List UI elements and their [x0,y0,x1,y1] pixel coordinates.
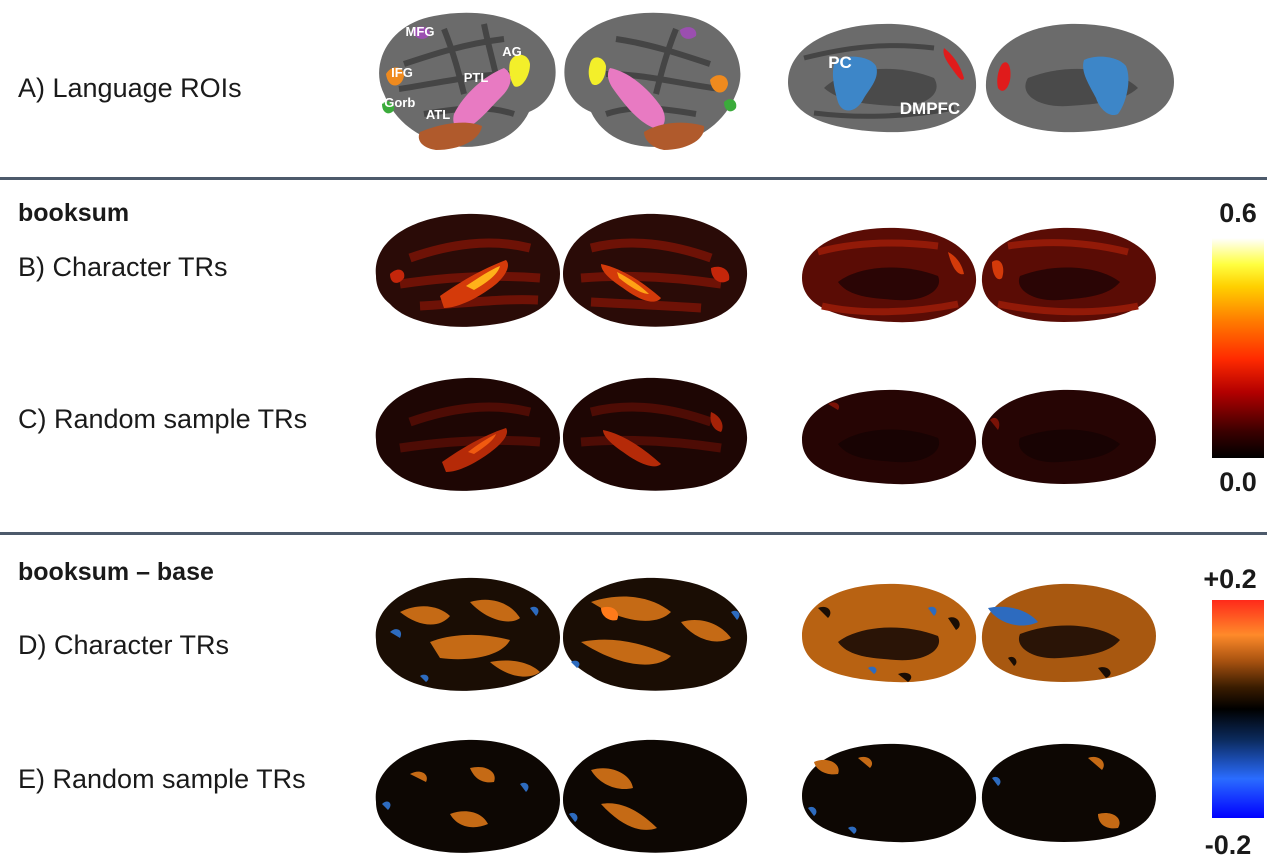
colorbar-hot-min-label: 0.0 [1219,467,1257,497]
label-pc: PC [828,53,852,72]
label-dmpfc: DMPFC [900,99,960,118]
label-mfg: MFG [406,24,435,39]
roi-pc [832,56,877,111]
label-ag: AG [502,44,522,59]
roi-mfg [412,26,430,39]
label-atl: ATL [426,107,450,122]
roi-pc-r [1083,56,1129,116]
brain-map-d-lateral-left [375,577,560,691]
label-ifg: IFG [391,65,413,80]
brain-roi-lateral-left: MFG AG IFG PTL IFGorb ATL [373,12,556,150]
roi-ptl-r [607,68,665,129]
brain-map-c-lateral-right [563,377,748,491]
label-ifgorb: IFGorb [373,95,416,110]
divider-middle [0,532,1267,535]
roi-dmpfc-significance [943,48,964,80]
brain-map-b-lateral-right [563,213,748,327]
colorbar-diff [1212,600,1264,818]
row-label-d: D) Character TRs [18,630,230,660]
row-label-e: E) Random sample TRs [18,764,306,794]
row-label-language-rois: A) Language ROIs [18,73,242,103]
roi-atl-r [644,122,705,150]
roi-dmpfc-significance-r [997,62,1011,91]
brain-map-e-medial-left [802,743,977,843]
brain-map-e-lateral-left [375,739,560,853]
section-title-diff: booksum – base [18,558,214,586]
brain-roi-medial-right [985,23,1174,133]
brain-map-d-medial-left [802,583,977,683]
brain-map-b-medial-right [981,227,1156,322]
roi-ptl [453,68,511,130]
roi-ifgorb [382,101,395,114]
brain-roi-lateral-right [564,12,741,150]
brain-map-e-medial-right [981,743,1156,842]
colorbar-hot [1212,238,1264,458]
row-label-b: B) Character TRs [18,252,228,282]
brain-map-d-medial-right [981,583,1156,682]
colorbar-hot-max-label: 0.6 [1219,198,1257,228]
row-label-c: C) Random sample TRs [18,404,308,434]
roi-ag-r [588,57,606,86]
label-ptl: PTL [464,70,489,85]
roi-ifg [386,67,404,86]
brain-map-c-medial-left [802,389,977,485]
roi-ifgorb-r [724,99,737,112]
brain-roi-medial-left: PC DMPFC [788,23,977,133]
section-title-booksum: booksum [18,199,130,227]
brain-map-d-lateral-right [563,577,748,691]
divider-top [0,177,1267,180]
brain-map-c-lateral-left [375,377,560,491]
colorbar-diff-max-label: +0.2 [1203,564,1257,594]
roi-ifg-r [710,75,728,93]
brain-map-b-medial-left [802,227,977,323]
brain-map-e-lateral-right [563,739,748,853]
brain-map-c-medial-right [981,389,1156,484]
colorbar-diff-min-label: -0.2 [1204,830,1252,860]
brain-map-b-lateral-left [375,213,560,327]
roi-mfg-r [680,27,697,39]
roi-ag [509,54,530,87]
roi-atl [418,122,482,150]
